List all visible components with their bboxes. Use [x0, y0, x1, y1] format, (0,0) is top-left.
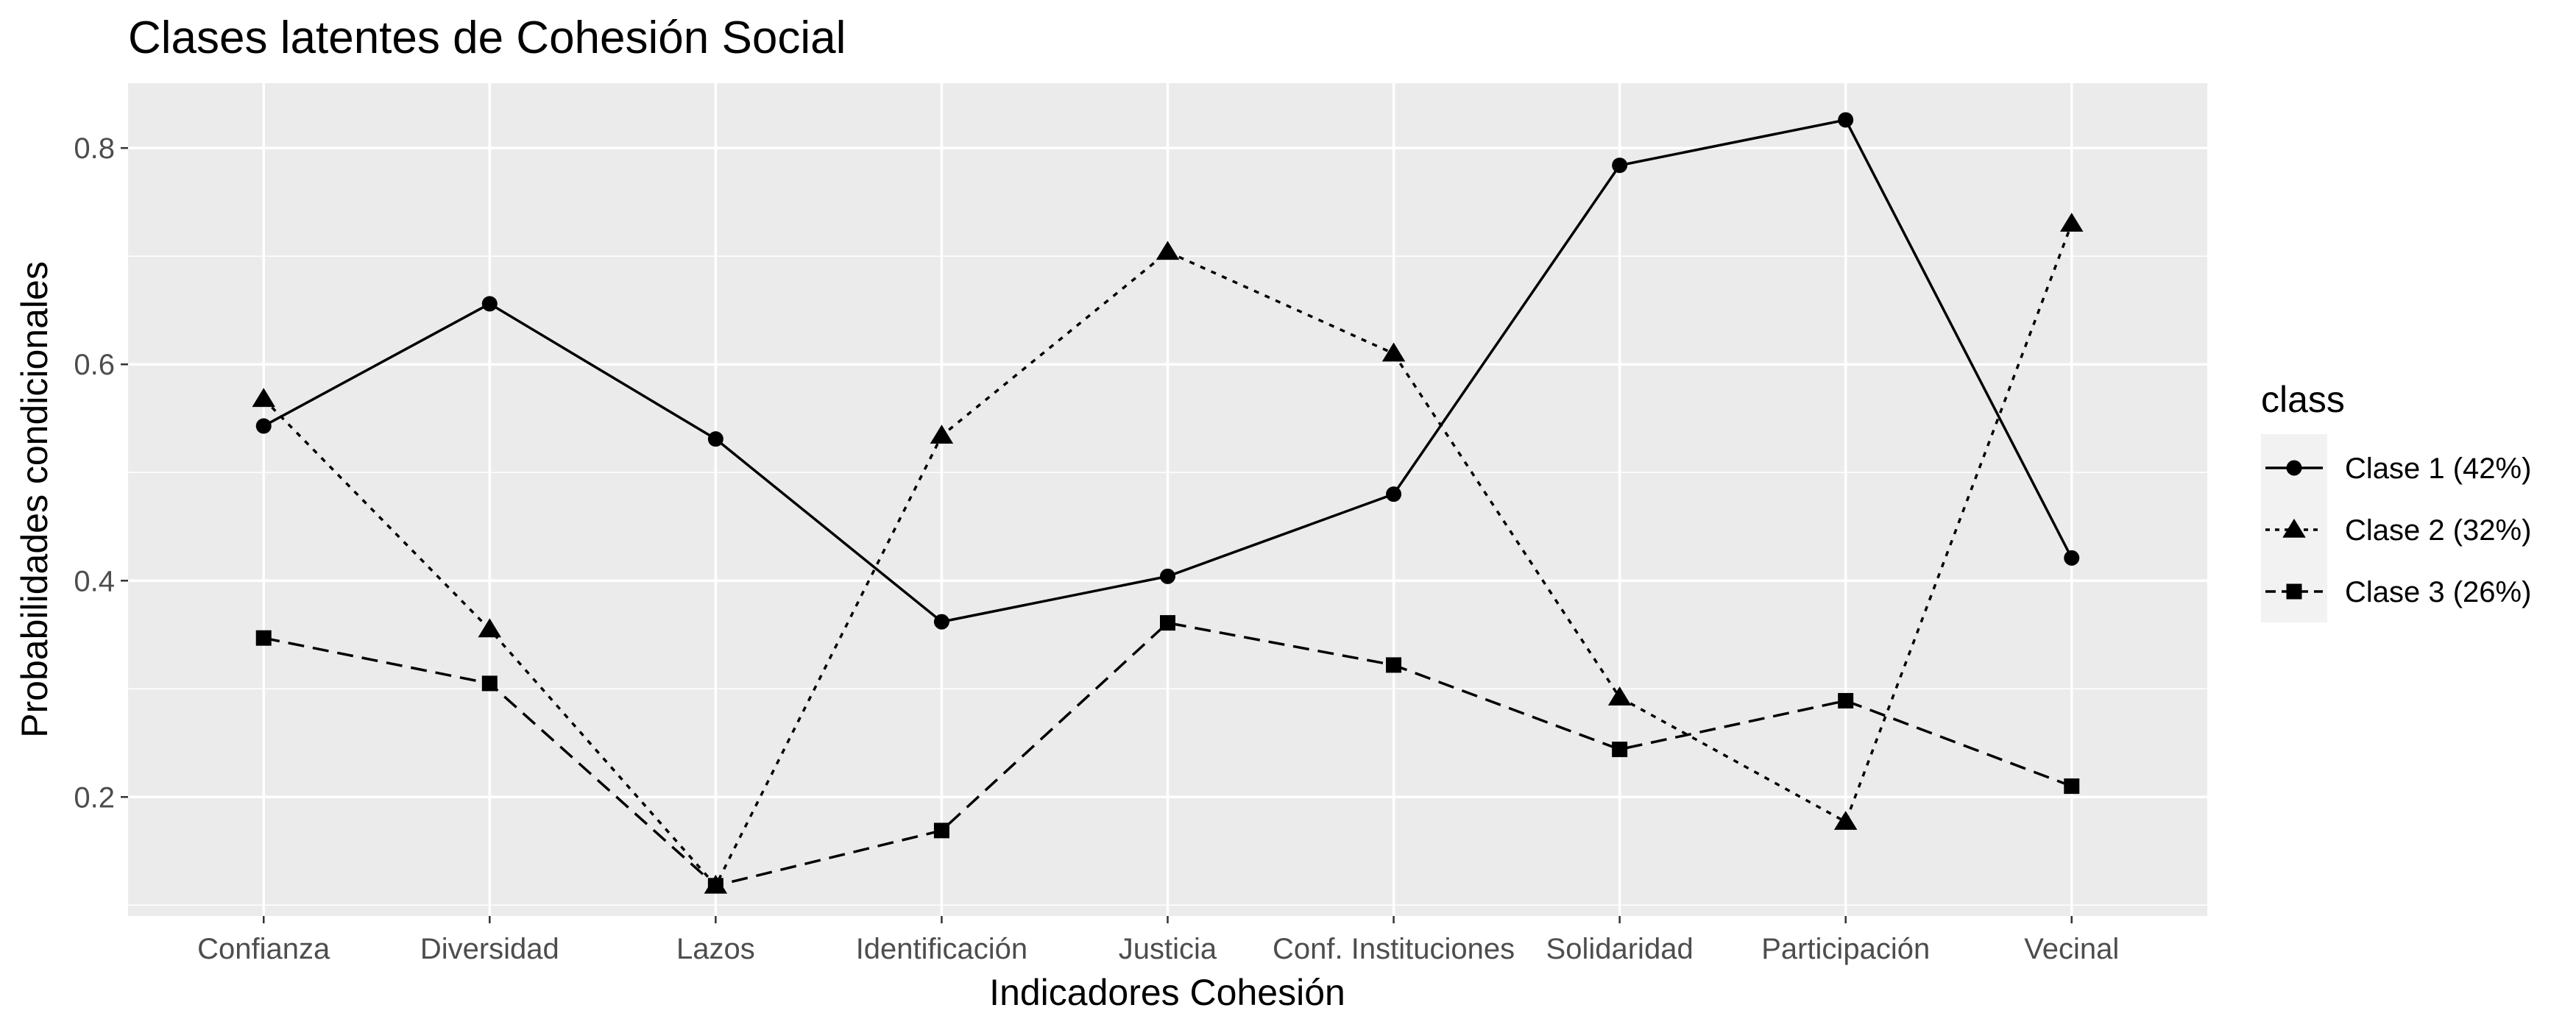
x-axis-title: Indicadores Cohesión	[989, 972, 1345, 1013]
legend: class Clase 1 (42%) Clase 2 (32%) Clase 3 …	[2261, 379, 2531, 622]
legend-key-triangle-icon	[2282, 519, 2306, 538]
data-point-clase-1	[481, 296, 498, 312]
data-point-clase-2	[1156, 241, 1180, 260]
data-point-clase-1	[1160, 568, 1175, 584]
data-point-clase-1	[707, 431, 723, 447]
y-axis-title: Probabilidades condicionales	[14, 261, 55, 738]
legend-label: Clase 3 (26%)	[2345, 576, 2531, 608]
data-point-clase-3	[2064, 778, 2080, 795]
data-point-clase-1	[255, 418, 272, 434]
legend-items: Clase 1 (42%) Clase 2 (32%) Clase 3 (26%)	[2265, 452, 2531, 608]
data-point-clase-1	[1612, 157, 1628, 174]
legend-key-circle-icon	[2286, 460, 2302, 476]
data-point-clase-3	[1160, 615, 1175, 631]
data-point-clase-2	[252, 388, 275, 408]
legend-title: class	[2261, 379, 2345, 420]
x-tick-label: Lazos	[676, 933, 755, 965]
data-point-clase-2	[1381, 342, 1406, 362]
x-tick-label: Identificación	[856, 933, 1027, 965]
data-point-clase-3	[707, 878, 723, 894]
data-point-clase-1	[1838, 112, 1854, 128]
data-point-clase-2	[1607, 686, 1632, 706]
legend-label: Clase 2 (32%)	[2345, 514, 2531, 547]
series-points	[252, 112, 2084, 894]
series-line-clase-3	[263, 621, 2073, 887]
x-tick-label: Confianza	[197, 933, 330, 965]
data-point-clase-1	[1386, 486, 1402, 502]
data-point-clase-1	[933, 614, 949, 630]
data-point-clase-3	[255, 630, 272, 646]
x-tick-label: Conf. Instituciones	[1273, 933, 1515, 965]
data-point-clase-2	[478, 618, 502, 638]
x-tick-label: Participación	[1761, 933, 1930, 965]
data-point-clase-3	[481, 675, 498, 692]
y-tick-label: 0.6	[74, 349, 115, 381]
x-tick-label: Diversidad	[420, 933, 559, 965]
data-point-clase-3	[1386, 657, 1402, 673]
y-tick-label: 0.2	[74, 781, 115, 814]
series-line-clase-2	[262, 223, 2073, 887]
y-axis-ticks: 0.2 0.4 0.6 0.8	[74, 132, 128, 814]
x-axis-ticks: Confianza Diversidad Lazos Identificación Ju…	[197, 916, 2119, 965]
legend-key-square-icon	[2286, 583, 2302, 600]
data-point-clase-2	[2060, 213, 2084, 232]
x-tick-label: Justicia	[1119, 933, 1217, 965]
y-tick-label: 0.4	[74, 565, 115, 597]
x-tick-label: Solidaridad	[1546, 933, 1694, 965]
chart-title: Clases latentes de Cohesión Social	[128, 13, 846, 63]
y-tick-label: 0.8	[74, 132, 115, 165]
data-point-clase-3	[1838, 692, 1854, 708]
data-point-clase-3	[1612, 742, 1628, 758]
data-point-clase-2	[1833, 811, 1858, 830]
data-point-clase-3	[933, 823, 949, 839]
data-point-clase-2	[930, 425, 954, 444]
data-point-clase-1	[2064, 550, 2080, 566]
legend-label: Clase 1 (42%)	[2345, 452, 2531, 485]
x-tick-label: Vecinal	[2024, 933, 2119, 965]
